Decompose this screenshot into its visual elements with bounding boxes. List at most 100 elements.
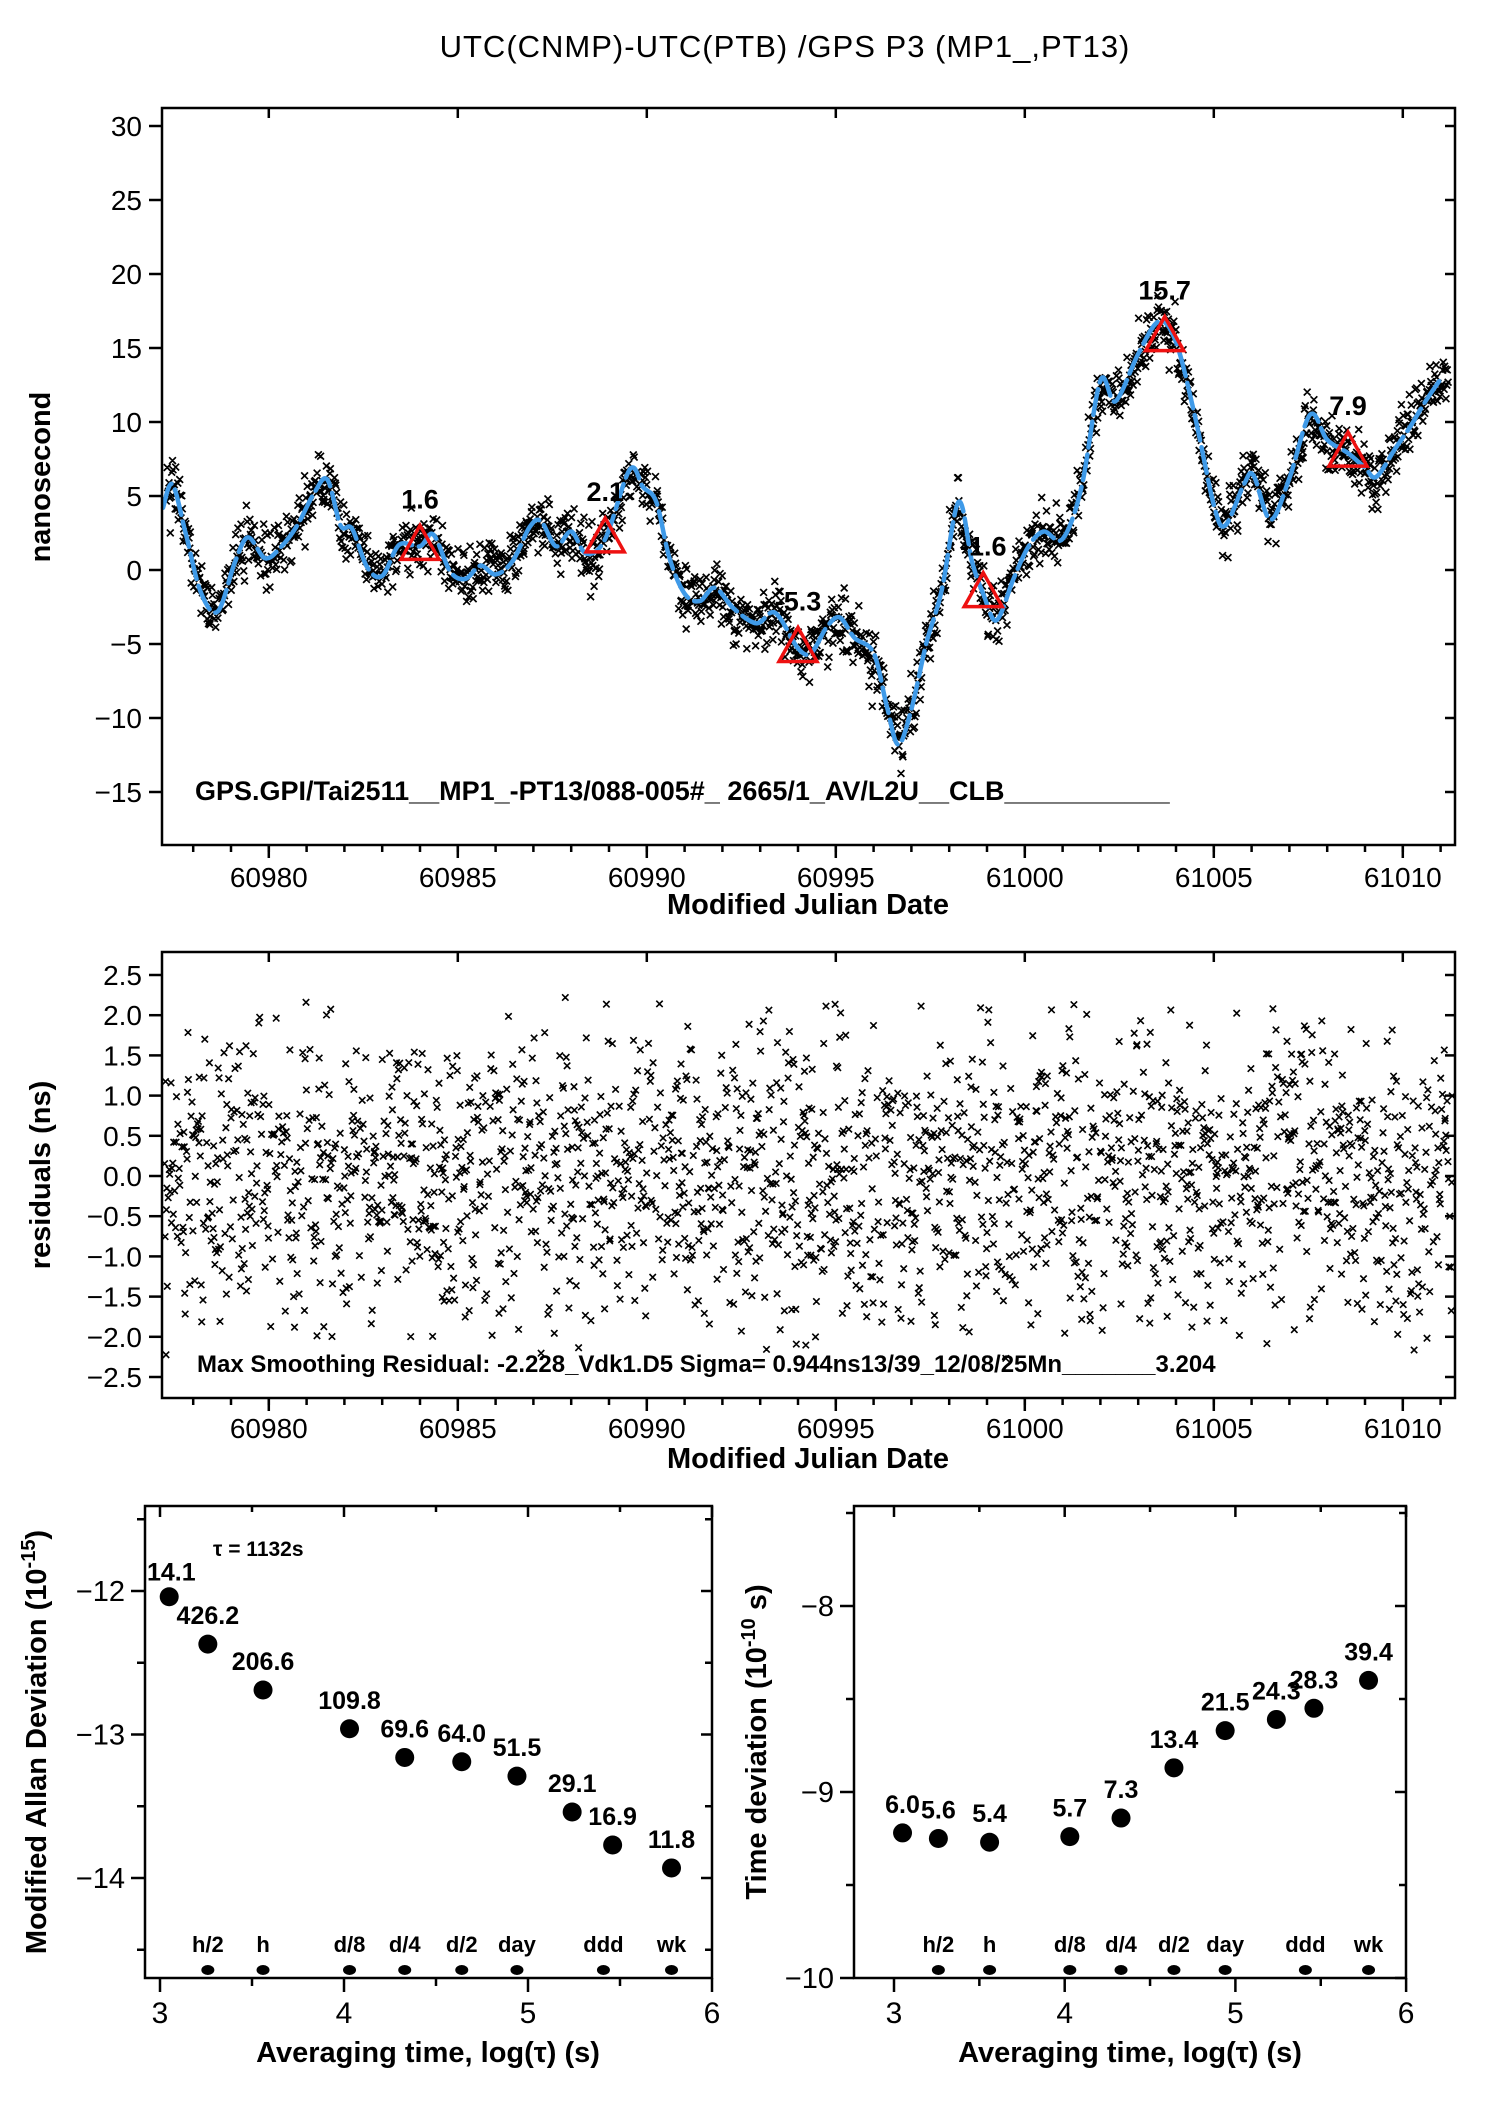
deviation-value-label: 69.6 <box>380 1715 429 1743</box>
x-tick-label: 60985 <box>419 1413 497 1444</box>
tau-label: day <box>498 1932 537 1957</box>
deviation-value-label: 13.4 <box>1150 1726 1199 1754</box>
tau-dot <box>398 1965 412 1975</box>
deviation-point <box>603 1835 623 1855</box>
deviation-point <box>198 1634 218 1654</box>
deviation-point <box>452 1752 472 1772</box>
deviation-value-label: 109.8 <box>318 1687 381 1715</box>
y-tick-label: 2.5 <box>103 960 142 991</box>
x-tick-label: 60990 <box>608 1413 686 1444</box>
deviation-points: 14.1 426.2 206.6 109.869.6 64.051.529.1 16.9 1… <box>147 1559 695 1878</box>
y-tick-label: −2.0 <box>87 1322 142 1353</box>
deviation-point <box>507 1766 527 1786</box>
deviation-value-label: 51.5 <box>493 1734 542 1762</box>
tau-label: ddd <box>1285 1932 1325 1957</box>
calibration-value-label: -5.3 <box>775 586 822 616</box>
tau-dot <box>343 1965 357 1975</box>
tdev-xaxis-label: Averaging time, log(τ) (s) <box>958 2037 1302 2069</box>
tau-dot <box>1362 1965 1376 1975</box>
tau-label: d/8 <box>1054 1932 1086 1957</box>
deviation-value-label: 28.3 <box>1290 1666 1339 1694</box>
deviation-point <box>893 1823 913 1843</box>
tau-label: h/2 <box>922 1932 954 1957</box>
x-tick-label: 60995 <box>797 862 875 893</box>
y-tick-label: 5 <box>126 481 142 512</box>
calibration-value-label: 15.7 <box>1138 276 1191 306</box>
deviation-point <box>662 1858 682 1878</box>
plot-frame <box>160 950 1457 1400</box>
tau-label: h/2 <box>192 1932 224 1957</box>
y-tick-label: 15 <box>111 333 142 364</box>
tau-label: d/2 <box>1158 1932 1190 1957</box>
deviation-point <box>1304 1698 1324 1718</box>
tdev-panel: 3 4 5 6 −8 −9 −10 h/2 h d/8 d/4 d/2 day ddd wk 6.0 5.6 5.… <box>785 1504 1414 2030</box>
tau-dot <box>596 1965 610 1975</box>
deviation-value-label: 14.1 <box>147 1559 196 1587</box>
tdev-yaxis-label-base: Time deviation (10 <box>741 1647 773 1900</box>
tau-label: d/4 <box>1105 1932 1138 1957</box>
y-tick-label: 1.0 <box>103 1081 142 1112</box>
deviation-value-label: 16.9 <box>588 1803 637 1831</box>
x-tick-label: 60995 <box>797 1413 875 1444</box>
tau-label: d/2 <box>446 1932 478 1957</box>
tau-label: ddd <box>583 1932 623 1957</box>
tdev-yaxis-label: Time deviation (10-10 s) <box>738 1584 773 1899</box>
y-tick-label: −12 <box>76 1576 125 1608</box>
calibration-triangle <box>776 623 820 664</box>
plot-frame <box>160 106 1457 847</box>
tdev-yaxis-label-exp: -10 <box>738 1618 760 1647</box>
figure-title: UTC(CNMP)-UTC(PTB) /GPS P3 (MP1_,PT13) <box>440 29 1131 64</box>
axis-ticks <box>840 1506 1408 1992</box>
x-tick-label: 60980 <box>230 862 308 893</box>
mdev-tau-annotation: τ = 1132s <box>213 1538 304 1561</box>
x-tick-label: 5 <box>1227 1997 1244 2030</box>
y-tick-label: −10 <box>95 703 143 734</box>
residuals-xaxis-label: Modified Julian Date <box>667 1443 949 1475</box>
calibration-triangle <box>583 514 628 554</box>
deviation-value-label: 39.4 <box>1344 1638 1393 1666</box>
tau-dot <box>1298 1965 1312 1975</box>
tau-dot <box>455 1965 469 1975</box>
x-tick-label: 60980 <box>230 1413 308 1444</box>
phase-xaxis-label: Modified Julian Date <box>667 889 949 921</box>
calibration-value-label: 2.1 <box>586 477 624 507</box>
deviation-value-label: 5.4 <box>972 1800 1007 1828</box>
tau-label: h <box>256 1932 269 1957</box>
smoothed-line <box>160 318 1443 747</box>
y-tick-label: −1.5 <box>87 1282 142 1313</box>
x-tick-label: 6 <box>704 1997 721 2030</box>
y-tick-label: −9 <box>801 1777 834 1809</box>
y-tick-label: 1.5 <box>103 1040 142 1071</box>
mdev-yaxis-label-close: ) <box>21 1530 53 1540</box>
residuals-panel: 60980 60985 60990 60995 61000 61005 61010 2.5 2.… <box>87 950 1457 1444</box>
deviation-point <box>340 1719 360 1739</box>
x-tick-label: 4 <box>1056 1997 1073 2030</box>
deviation-value-label: 29.1 <box>548 1770 597 1798</box>
deviation-point <box>1111 1808 1131 1828</box>
tau-dot <box>1218 1965 1232 1975</box>
y-tick-label: 30 <box>111 111 142 142</box>
phase-panel: 1.6 2.1 -5.3 -1.6 15.7 7.9 60980 60985 60990 6099… <box>95 106 1457 893</box>
tau-dot <box>1114 1965 1128 1975</box>
y-tick-label: 0 <box>126 555 142 586</box>
tau-dot <box>1063 1965 1077 1975</box>
x-tick-label: 61005 <box>1175 862 1253 893</box>
tau-marks: h/2 h d/8 d/4 d/2 day ddd wk <box>192 1932 687 1975</box>
deviation-value-label: 21.5 <box>1201 1689 1250 1717</box>
tau-dot <box>256 1965 270 1975</box>
tau-dot <box>931 1965 945 1975</box>
mdev-panel: 3 4 5 6 −12 −13 −14 h/2 h d/8 d/4 d/2 day ddd wk 14.1 42… <box>76 1504 721 2030</box>
y-tick-label: 0.0 <box>103 1161 142 1192</box>
tdev-yaxis-label-close: s) <box>741 1584 773 1618</box>
x-tick-label: 61000 <box>986 862 1064 893</box>
x-tick-label: 5 <box>520 1997 537 2030</box>
calibration-value-label: 7.9 <box>1329 391 1367 421</box>
x-tick-label: 60985 <box>419 862 497 893</box>
axis-ticks <box>131 1506 714 1992</box>
deviation-value-label: 7.3 <box>1104 1776 1139 1804</box>
tau-dot <box>983 1965 997 1975</box>
calibration-triangle <box>398 521 442 562</box>
deviation-point <box>562 1802 582 1822</box>
deviation-value-label: 426.2 <box>177 1602 240 1630</box>
